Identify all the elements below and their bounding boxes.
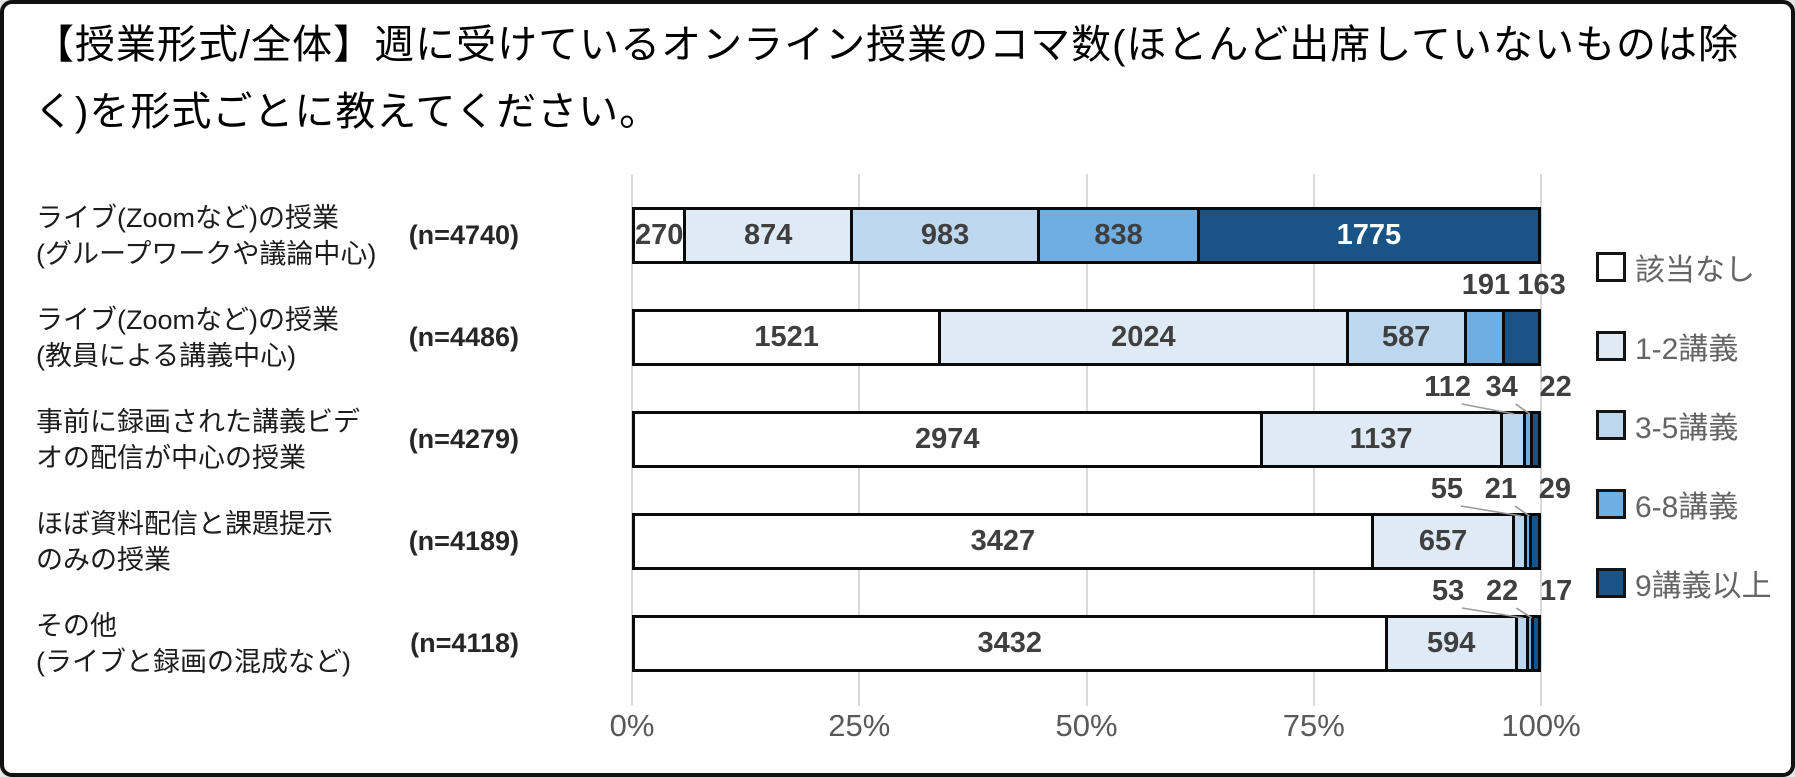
x-axis-tick-label: 0% xyxy=(609,708,655,743)
chart-title: 【授業形式/全体】週に受けているオンライン授業のコマ数(ほとんど出席していないも… xyxy=(34,23,1740,134)
bar-segment: 1521 xyxy=(635,312,942,363)
segment-value-label: 1137 xyxy=(1349,423,1413,455)
row-label: ほぼ資料配信と課題提示 のみの授業 xyxy=(36,506,466,578)
x-axis-tick-label: 25% xyxy=(828,708,891,743)
above-bar-value-label: 17 xyxy=(1539,575,1573,607)
bar-segment xyxy=(1527,516,1532,567)
bar-segment: 983 xyxy=(852,210,1041,261)
stacked-bar: 270 874 983 838 1775 xyxy=(632,207,1541,264)
bar-segment xyxy=(1534,618,1538,669)
segment-value-label: 1521 xyxy=(754,321,819,353)
row-label-line: (教員による講義中心) xyxy=(36,340,297,371)
bar-segment: 1775 xyxy=(1199,210,1538,261)
segment-value-label: 838 xyxy=(1094,219,1143,251)
x-axis-tick-label: 75% xyxy=(1282,708,1345,743)
row-label-line: その他 xyxy=(36,610,117,641)
row-label-line: (グループワークや議論中心) xyxy=(36,238,377,269)
segment-value-label: 587 xyxy=(1381,321,1431,353)
segment-value-label: 2024 xyxy=(1111,321,1176,353)
row-n-label: (n=4279) xyxy=(408,423,519,454)
legend-label: 6-8講義 xyxy=(1635,491,1739,524)
stacked-bar: 3432 594 xyxy=(632,615,1541,672)
bar-segment: 587 xyxy=(1348,312,1467,363)
above-bar-value-label: 53 xyxy=(1431,575,1465,607)
segment-value-label: 657 xyxy=(1418,525,1468,557)
segment-value-label: 874 xyxy=(743,219,793,251)
bar-segment xyxy=(1502,414,1527,465)
bar-segment: 2024 xyxy=(941,312,1349,363)
bar-segment xyxy=(1466,312,1506,363)
x-axis-tick-label: 100% xyxy=(1501,708,1581,743)
row-n-label: (n=4740) xyxy=(408,219,519,250)
row-label: その他 (ライブと録画の混成など) xyxy=(36,608,466,680)
segment-value-label: 594 xyxy=(1426,627,1476,659)
legend-swatch xyxy=(1596,489,1626,519)
segment-value-label: 270 xyxy=(635,219,684,251)
bar-segment xyxy=(1515,516,1528,567)
row-label: ライブ(Zoomなど)の授業 (グループワークや議論中心) xyxy=(36,200,466,272)
segment-value-label: 3432 xyxy=(977,627,1043,659)
legend-label: 該当なし xyxy=(1635,254,1755,287)
above-bar-value-label: 34 xyxy=(1485,371,1518,403)
legend-item: 9講義以上 xyxy=(1596,563,1772,603)
legend-swatch xyxy=(1596,568,1626,598)
above-bar-value-label: 55 xyxy=(1430,473,1463,505)
gridline xyxy=(1540,174,1542,706)
row-n-label: (n=4486) xyxy=(408,321,519,352)
legend-label: 3-5講義 xyxy=(1635,412,1739,445)
legend-item: 1-2講義 xyxy=(1596,326,1738,366)
legend-swatch xyxy=(1596,331,1626,361)
bar-segment xyxy=(1533,414,1538,465)
row-label-line: ほぼ資料配信と課題提示 xyxy=(36,508,333,539)
bar-segment: 270 xyxy=(635,210,687,261)
stacked-bar: 2974 1137 xyxy=(632,411,1541,468)
above-bar-value-label: 29 xyxy=(1538,473,1571,505)
bar-segment xyxy=(1531,516,1538,567)
above-bar-value-label: 22 xyxy=(1539,371,1572,403)
row-label: ライブ(Zoomなど)の授業 (教員による講義中心) xyxy=(36,302,466,374)
bar-segment: 657 xyxy=(1373,516,1516,567)
row-label: 事前に録画された講義ビデ オの配信が中心の授業 xyxy=(36,404,466,476)
legend-swatch xyxy=(1596,252,1626,282)
segment-value-label: 2974 xyxy=(915,423,980,455)
row-label-line: (ライブと録画の混成など) xyxy=(36,646,351,677)
bar-segment xyxy=(1526,414,1534,465)
row-label-line: ライブ(Zoomなど)の授業 xyxy=(36,202,339,233)
segment-value-label: 3427 xyxy=(970,525,1036,557)
legend-item: 該当なし xyxy=(1596,247,1755,287)
above-bar-value-label: 112 xyxy=(1424,371,1472,403)
segment-value-label: 1775 xyxy=(1336,219,1402,251)
x-axis-tick-label: 50% xyxy=(1055,708,1118,743)
row-label-line: 事前に録画された講義ビデ xyxy=(36,406,360,437)
bar-segment: 838 xyxy=(1040,210,1200,261)
bar-segment: 874 xyxy=(686,210,853,261)
row-n-label: (n=4189) xyxy=(408,525,519,556)
above-bar-value-label: 163 xyxy=(1517,269,1566,301)
legend-swatch xyxy=(1596,410,1626,440)
above-bar-value-label: 21 xyxy=(1484,473,1517,505)
bar-segment xyxy=(1505,312,1538,363)
bar-segment: 1137 xyxy=(1262,414,1503,465)
row-n-label: (n=4118) xyxy=(410,627,519,658)
segment-value-label: 983 xyxy=(920,219,970,251)
stacked-bar: 1521 2024 587 xyxy=(632,309,1541,366)
above-bar-value-label: 22 xyxy=(1485,575,1519,607)
bar-segment: 3427 xyxy=(635,516,1374,567)
bar-segment xyxy=(1529,618,1535,669)
stacked-bar: 3427 657 xyxy=(632,513,1541,570)
bar-segment: 2974 xyxy=(635,414,1263,465)
row-label-line: のみの授業 xyxy=(36,544,171,575)
legend-item: 6-8講義 xyxy=(1596,484,1738,524)
above-bar-value-label: 191 xyxy=(1461,269,1511,301)
bar-segment: 3432 xyxy=(635,618,1388,669)
row-label-line: ライブ(Zoomなど)の授業 xyxy=(36,304,339,335)
row-label-line: オの配信が中心の授業 xyxy=(36,442,306,473)
bar-segment: 594 xyxy=(1387,618,1518,669)
legend-label: 1-2講義 xyxy=(1635,333,1739,366)
legend-label: 9講義以上 xyxy=(1635,570,1772,603)
bar-segment xyxy=(1517,618,1530,669)
legend-item: 3-5講義 xyxy=(1596,405,1738,445)
